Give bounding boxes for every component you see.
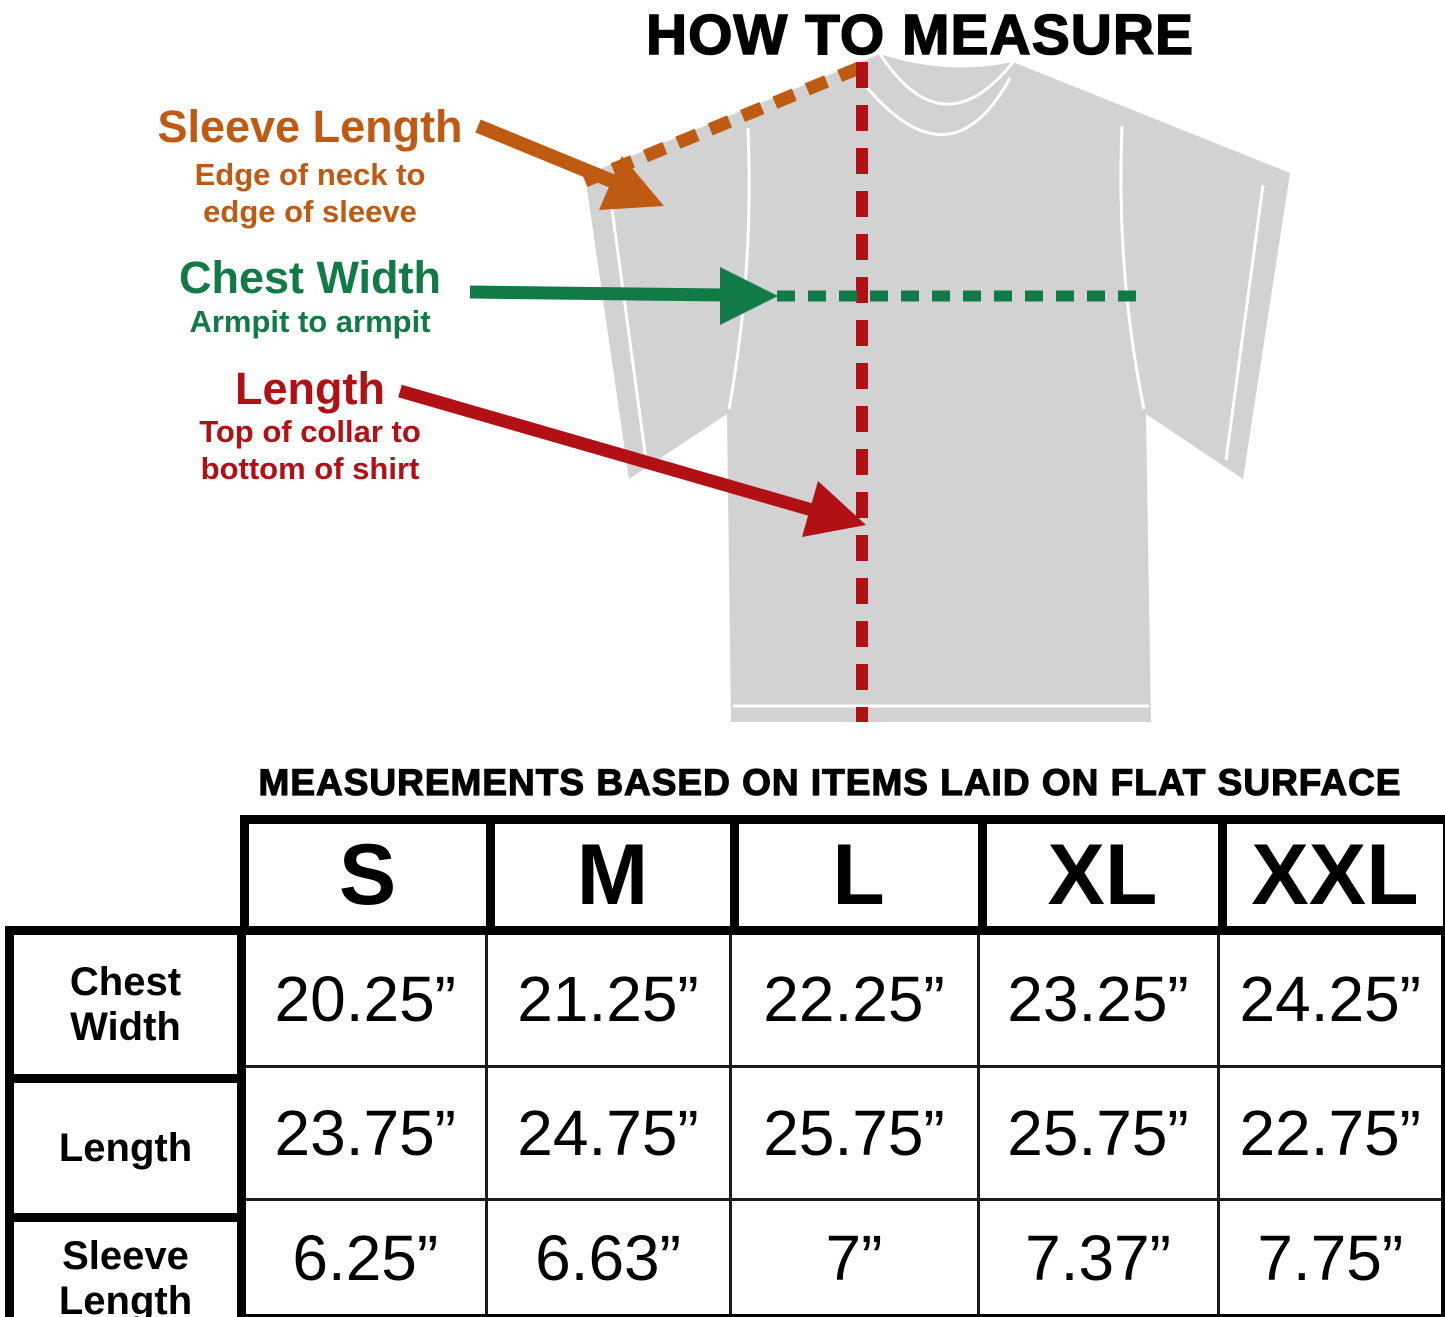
shirt-seams: [607, 53, 1265, 708]
chest-width-s: 20.25”: [246, 932, 488, 1068]
sleeve-arrowhead: [599, 156, 664, 210]
chest-arrowhead: [720, 267, 778, 325]
size-col-xl: XL: [978, 815, 1227, 935]
chest-width-xl: 23.25”: [976, 932, 1220, 1068]
table-row: 23.75” 24.75” 25.75” 25.75” 22.75”: [246, 1065, 1445, 1201]
page-title: HOW TO MEASURE: [645, 2, 1195, 68]
left-armhole-seam: [727, 127, 751, 410]
row-label-chest-width: Chest Width: [5, 926, 246, 1083]
length-arrow: [398, 384, 866, 537]
length-label: Length: [235, 363, 385, 414]
sleeve-length-l: 7”: [728, 1198, 980, 1317]
size-col-s: S: [240, 815, 495, 935]
length-s: 23.75”: [246, 1065, 488, 1201]
length-xl: 25.75”: [976, 1065, 1220, 1201]
length-description: Top of collar to bottom of shirt: [199, 414, 421, 486]
right-cuff-seam: [1224, 184, 1265, 461]
sleeve-length-description: Edge of neck to edge of sleeve: [194, 157, 426, 229]
row-label-length: Length: [5, 1074, 246, 1222]
right-armhole-seam: [1119, 125, 1146, 410]
sleeve-measure-dashed-line: [582, 61, 862, 188]
collar-inner-seam: [862, 77, 1012, 136]
chest-arrow: [469, 267, 778, 325]
size-col-m: M: [486, 815, 739, 935]
chest-width-l: 22.25”: [728, 932, 980, 1068]
table-row: 20.25” 21.25” 22.25” 23.25” 24.25”: [246, 932, 1445, 1068]
measurements-table: 20.25” 21.25” 22.25” 23.25” 24.25” 23.75…: [246, 932, 1445, 1317]
row-label-sleeve-length: Sleeve Length: [5, 1213, 246, 1317]
sleeve-length-m: 6.63”: [484, 1198, 732, 1317]
table-heading: MEASUREMENTS BASED ON ITEMS LAID ON FLAT…: [258, 761, 1402, 803]
length-arrowhead: [802, 481, 866, 537]
tshirt-body: [585, 54, 1290, 722]
length-m: 24.75”: [484, 1065, 732, 1201]
size-col-l: L: [730, 815, 987, 935]
size-col-xxl: XXL: [1218, 815, 1445, 935]
size-header-row: S M L XL XXL: [240, 815, 1445, 935]
sleeve-arrow: [475, 119, 664, 210]
left-cuff-seam: [607, 186, 648, 461]
table-row: 6.25” 6.63” 7” 7.37” 7.75”: [246, 1198, 1445, 1317]
sleeve-length-xxl: 7.75”: [1216, 1198, 1445, 1317]
collar-outer-seam: [878, 53, 1015, 106]
length-l: 25.75”: [728, 1065, 980, 1201]
chest-width-xxl: 24.25”: [1216, 932, 1445, 1068]
chest-width-m: 21.25”: [484, 932, 732, 1068]
tshirt-diagram: [398, 53, 1290, 722]
measurement-labels-column: Chest Width Length Sleeve Length: [5, 926, 246, 1317]
length-xxl: 22.75”: [1216, 1065, 1445, 1201]
chest-width-description: Armpit to armpit: [189, 304, 431, 339]
sleeve-length-s: 6.25”: [246, 1198, 488, 1317]
chest-width-label: Chest Width: [178, 252, 442, 303]
sleeve-length-label: Sleeve Length: [157, 101, 463, 152]
sleeve-length-xl: 7.37”: [976, 1198, 1220, 1317]
